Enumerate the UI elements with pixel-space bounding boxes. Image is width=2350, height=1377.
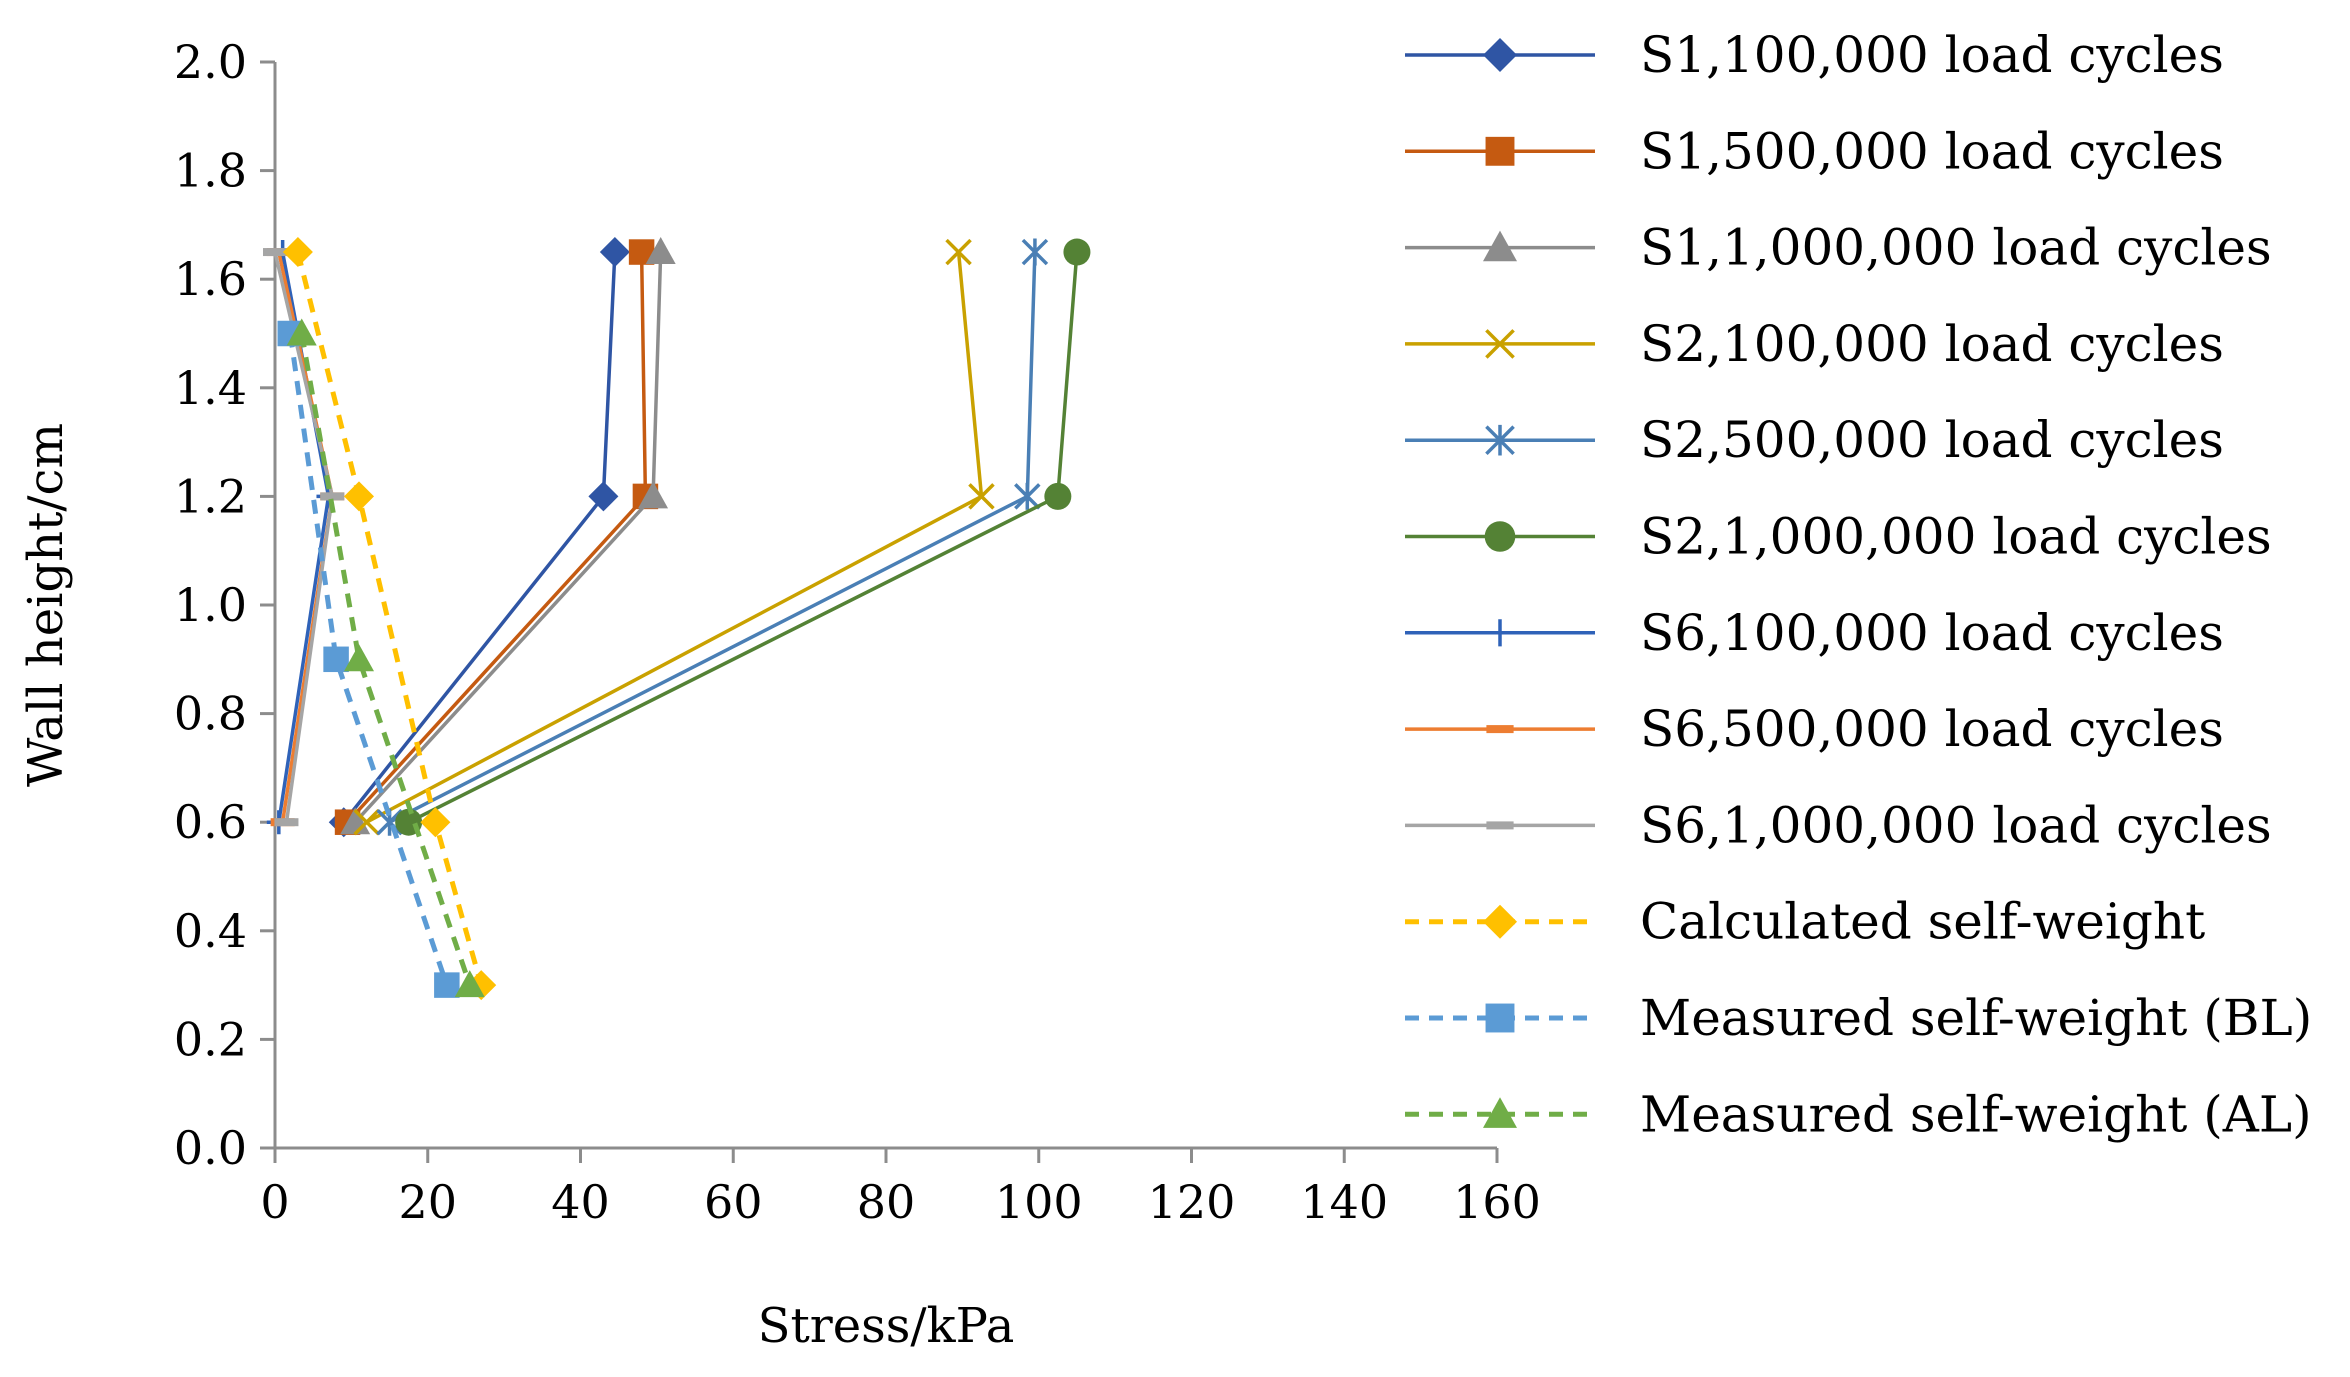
x-tick-label: 20 bbox=[398, 1175, 457, 1229]
legend-entry-1: S1,100,000 load cycles bbox=[1405, 26, 2224, 84]
legend-label: S6,100,000 load cycles bbox=[1640, 604, 2224, 662]
series-line bbox=[353, 252, 663, 824]
diamond-marker bbox=[282, 237, 313, 268]
legend-entry-4: S2,100,000 load cycles bbox=[1405, 315, 2224, 373]
y-tick-label: 1.0 bbox=[174, 578, 247, 632]
y-tick-label: 1.2 bbox=[174, 469, 247, 523]
x-tick-label: 140 bbox=[1300, 1175, 1388, 1229]
circle-marker bbox=[1044, 482, 1072, 510]
dash-marker bbox=[263, 248, 287, 257]
asterisk-marker bbox=[1021, 238, 1049, 266]
series-3 bbox=[340, 237, 676, 835]
triangle-marker bbox=[1483, 1097, 1517, 1128]
series-line bbox=[388, 252, 1037, 824]
legend-label: S1,1,000,000 load cycles bbox=[1640, 219, 2272, 277]
diamond-marker bbox=[1483, 38, 1517, 72]
series-1 bbox=[328, 237, 630, 838]
dash-marker bbox=[1486, 821, 1514, 830]
y-tick-label: 1.4 bbox=[174, 361, 247, 415]
x-tick-label: 80 bbox=[857, 1175, 916, 1229]
circle-marker bbox=[1063, 238, 1091, 266]
y-tick-label: 0.0 bbox=[174, 1121, 247, 1175]
axes: 0.0 0.2 0.4 0.6 0.8 1.0 1.2 1.4 1.6 1.8 2.0 0 20 40 60… bbox=[174, 35, 1541, 1229]
triangle-marker bbox=[645, 237, 676, 265]
asterisk-marker bbox=[1485, 424, 1515, 456]
legend-label: S6,1,000,000 load cycles bbox=[1640, 796, 2272, 854]
legend-label: Calculated self-weight bbox=[1640, 893, 2205, 951]
legend-label: Measured self-weight (BL) bbox=[1640, 989, 2312, 1047]
square-marker bbox=[1485, 1003, 1515, 1033]
legend-entry-12: Measured self-weight (AL) bbox=[1405, 1085, 2312, 1143]
x-marker bbox=[945, 238, 972, 266]
circle-marker bbox=[1484, 521, 1516, 552]
x-marker bbox=[968, 483, 995, 510]
triangle-marker bbox=[454, 970, 485, 998]
legend: S1,100,000 load cycles S1,500,000 load cy… bbox=[1405, 26, 2312, 1143]
legend-entry-6: S2,1,000,000 load cycles bbox=[1405, 508, 2272, 566]
legend-entry-2: S1,500,000 load cycles bbox=[1405, 122, 2224, 180]
x-tick-label: 0 bbox=[260, 1175, 289, 1229]
series-layer bbox=[263, 237, 1091, 1001]
legend-entry-8: S6,500,000 load cycles bbox=[1405, 700, 2224, 758]
series-12 bbox=[286, 318, 485, 998]
y-tick-label: 1.8 bbox=[174, 144, 247, 198]
x-tick-label: 120 bbox=[1148, 1175, 1236, 1229]
y-axis-title: Wall height/cm bbox=[18, 423, 74, 787]
legend-label: S1,500,000 load cycles bbox=[1640, 122, 2224, 180]
y-tick-label: 2.0 bbox=[174, 35, 247, 89]
legend-entry-7: S6,100,000 load cycles bbox=[1405, 604, 2224, 662]
square-marker bbox=[323, 646, 349, 673]
y-tick-label: 0.6 bbox=[174, 795, 247, 849]
legend-label: S6,500,000 load cycles bbox=[1640, 700, 2224, 758]
legend-entry-3: S1,1,000,000 load cycles bbox=[1405, 219, 2272, 277]
plus-marker bbox=[1486, 619, 1514, 647]
legend-label: S2,100,000 load cycles bbox=[1640, 315, 2224, 373]
x-marker bbox=[353, 808, 380, 836]
legend-label: S1,100,000 load cycles bbox=[1640, 26, 2224, 84]
square-marker bbox=[434, 972, 460, 998]
diamond-marker bbox=[1483, 904, 1517, 939]
series-line bbox=[287, 333, 450, 986]
legend-entry-10: Calculated self-weight bbox=[1405, 893, 2205, 951]
series-line bbox=[295, 251, 484, 986]
y-tick-label: 0.4 bbox=[174, 904, 247, 958]
dash-marker bbox=[1486, 725, 1514, 734]
x-tick-label: 100 bbox=[995, 1175, 1083, 1229]
x-marker bbox=[1485, 329, 1515, 359]
triangle-marker bbox=[286, 318, 317, 346]
series-line bbox=[299, 333, 473, 986]
diamond-marker bbox=[588, 481, 619, 512]
legend-label: Measured self-weight (AL) bbox=[1640, 1085, 2312, 1143]
square-marker bbox=[1485, 136, 1515, 166]
y-tick-label: 1.6 bbox=[174, 252, 247, 306]
x-axis-title: Stress/kPa bbox=[758, 1298, 1015, 1354]
series-6 bbox=[395, 238, 1091, 836]
y-tick-label: 0.2 bbox=[174, 1012, 247, 1066]
dash-marker bbox=[274, 818, 299, 827]
x-tick-label: 160 bbox=[1453, 1175, 1541, 1229]
legend-entry-9: S6,1,000,000 load cycles bbox=[1405, 796, 2272, 854]
legend-entry-5: S2,500,000 load cycles bbox=[1405, 411, 2224, 469]
diamond-marker bbox=[599, 237, 630, 268]
series-4 bbox=[353, 238, 995, 836]
y-tick-label: 0.8 bbox=[174, 687, 247, 741]
diamond-marker bbox=[420, 807, 451, 838]
diamond-marker bbox=[344, 481, 375, 512]
series-line bbox=[407, 251, 1079, 824]
triangle-marker bbox=[344, 644, 375, 672]
series-line bbox=[346, 252, 648, 824]
asterisk-marker bbox=[1014, 482, 1041, 510]
series-11 bbox=[277, 320, 460, 998]
x-tick-label: 60 bbox=[704, 1175, 763, 1229]
triangle-marker bbox=[638, 481, 669, 509]
dash-marker bbox=[320, 492, 345, 501]
series-line bbox=[365, 251, 984, 824]
legend-label: S2,500,000 load cycles bbox=[1640, 411, 2224, 469]
legend-entry-11: Measured self-weight (BL) bbox=[1405, 989, 2312, 1047]
x-tick-label: 40 bbox=[551, 1175, 610, 1229]
triangle-marker bbox=[1483, 230, 1517, 262]
series-5 bbox=[376, 238, 1049, 836]
legend-label: S2,1,000,000 load cycles bbox=[1640, 508, 2272, 566]
